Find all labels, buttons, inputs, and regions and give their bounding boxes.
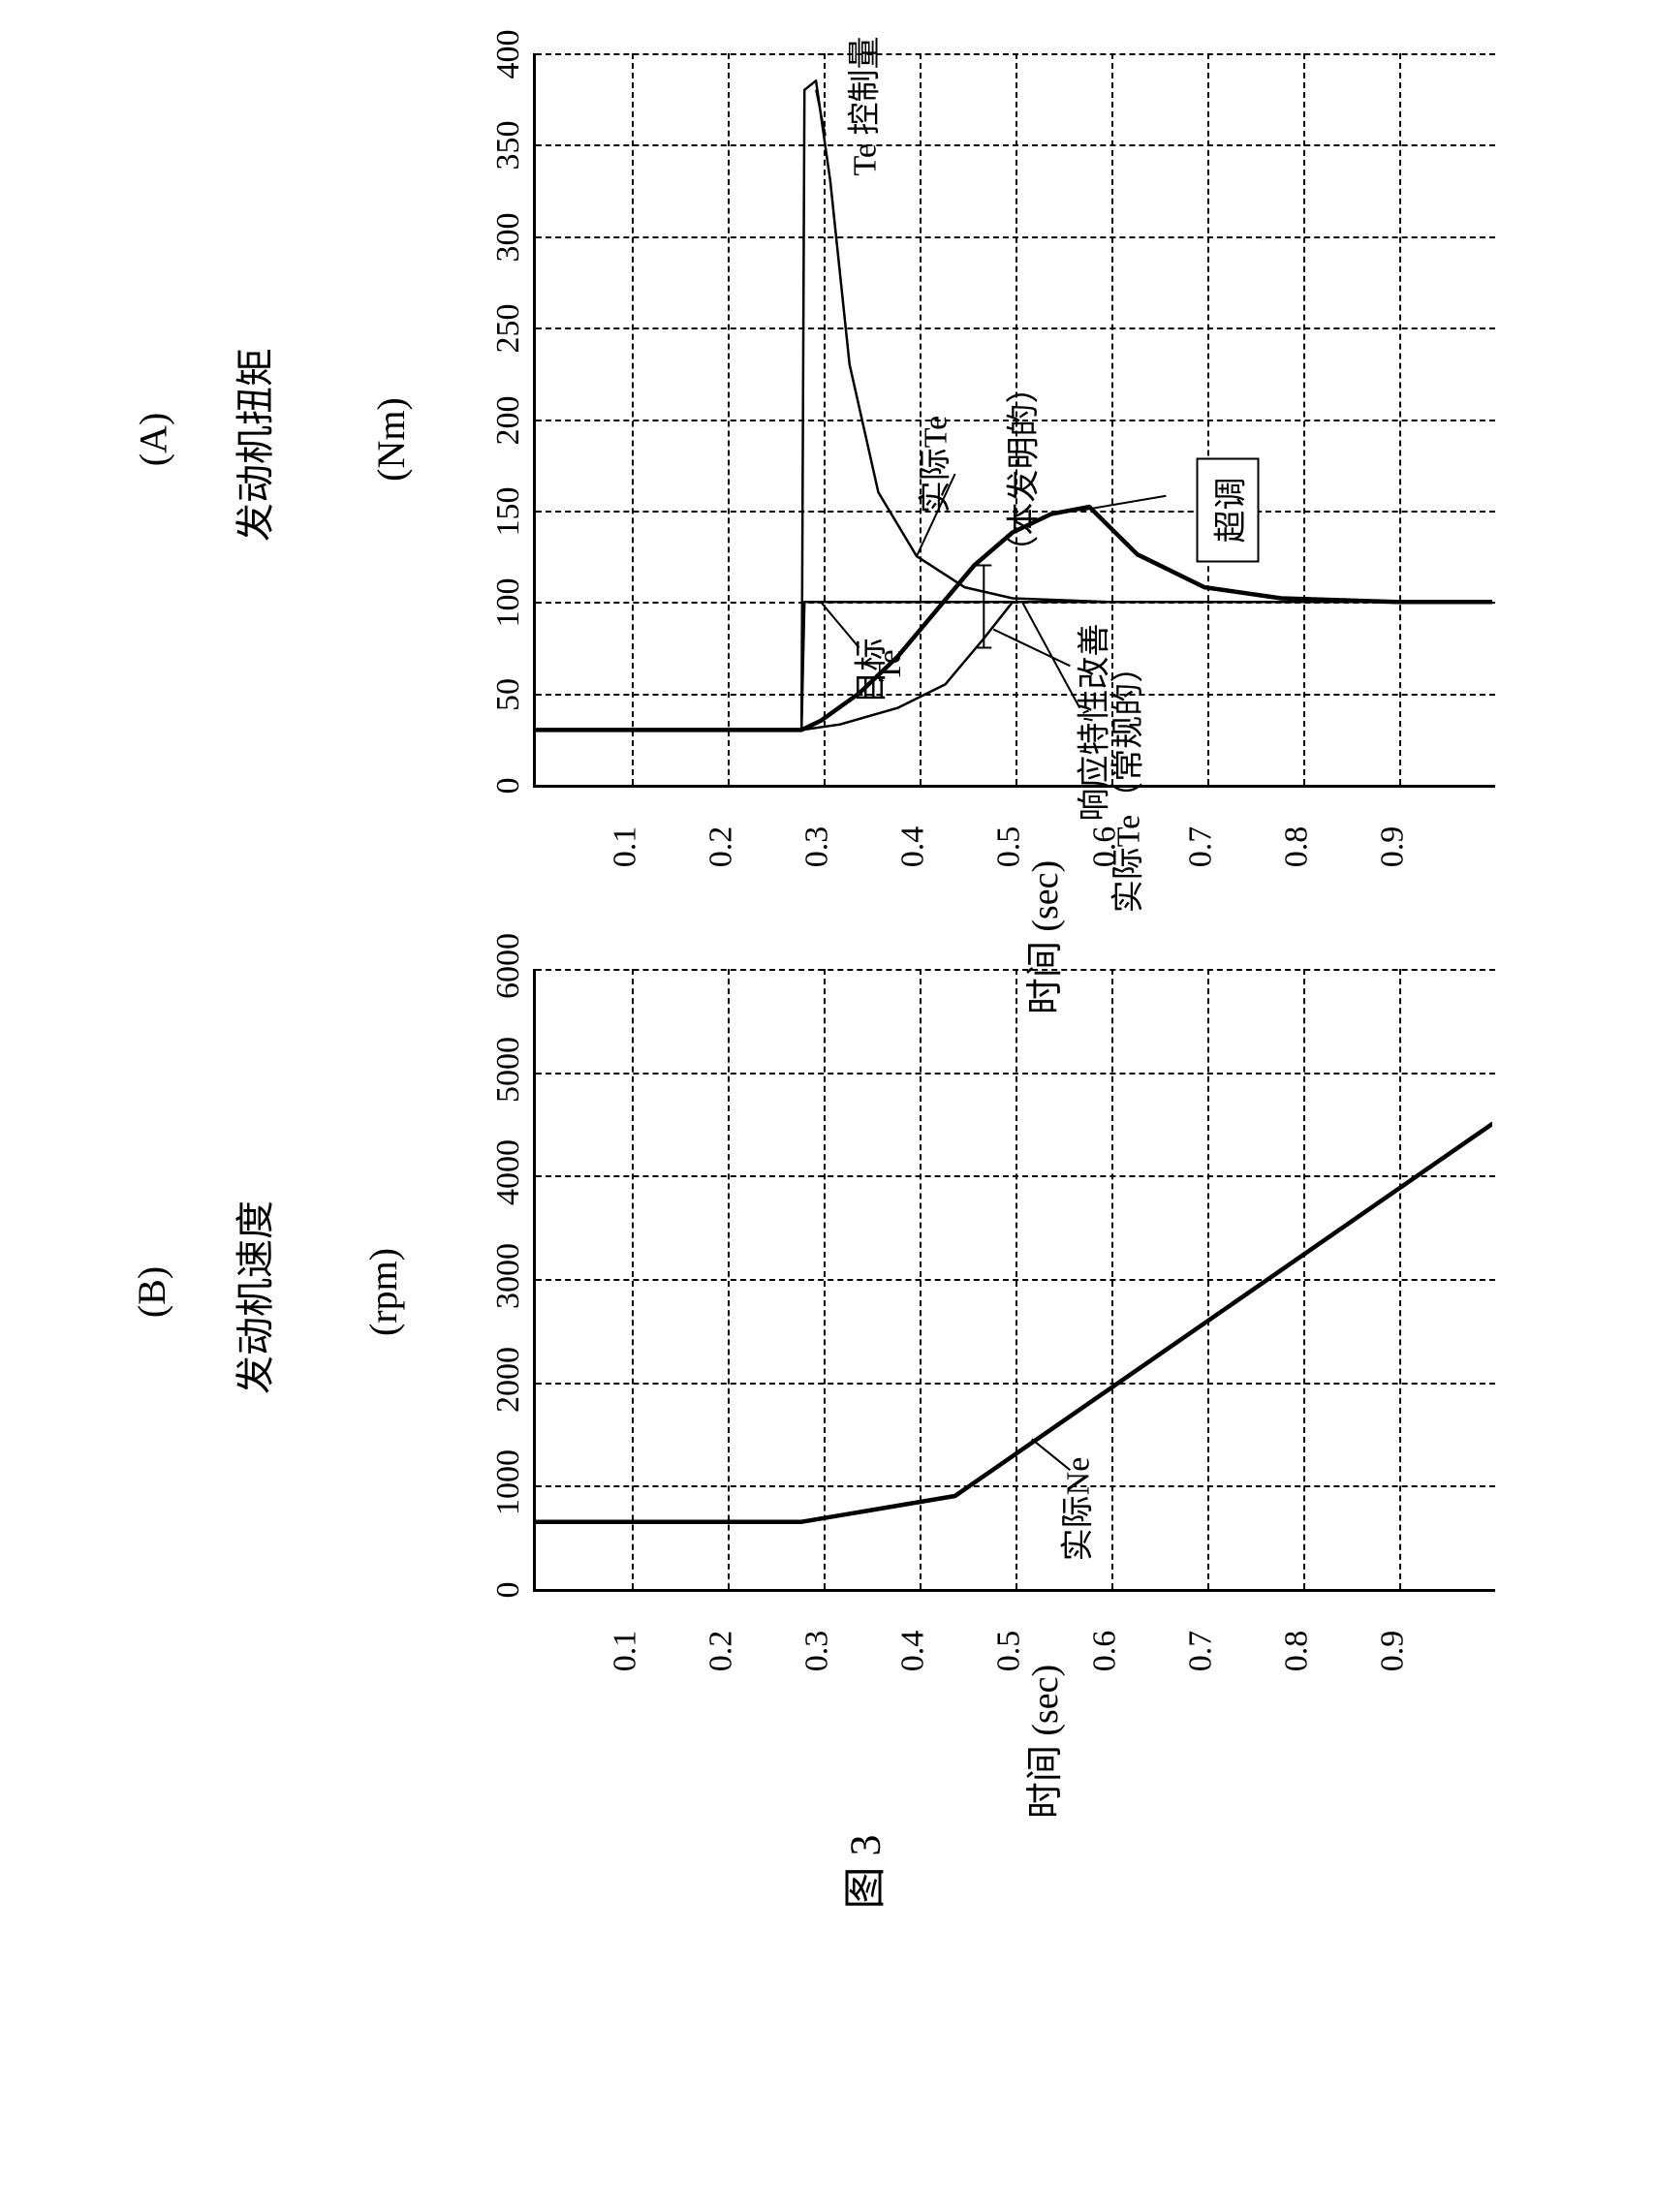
ytick-label: 6000 (490, 941, 527, 999)
panel-b-ylabel-1: 发动机速度 (224, 1200, 280, 1394)
ann-overshoot: 超调 (1197, 457, 1260, 562)
page: (A) 发动机扭矩 (Nm) 0.10.20.30.40.50.60.70.80… (0, 0, 1656, 2212)
xtick-label: 0.2 (703, 1631, 739, 1672)
xtick-label: 0.3 (798, 1631, 835, 1672)
ytick-label: 250 (490, 299, 527, 358)
annotation-lines (533, 969, 1492, 1589)
xlabel: 时间 (sec) (1015, 1665, 1068, 1819)
ann-actual-te-invention-sub: （本发明的） (997, 371, 1045, 569)
xtick-label: 0.6 (1086, 1631, 1123, 1672)
figure-label: 图 3 (830, 1835, 892, 1910)
ytick-label: 4000 (490, 1147, 527, 1205)
ytick-label: 0 (490, 1561, 527, 1619)
ytick-label: 50 (490, 666, 527, 724)
ytick-label: 300 (490, 208, 527, 266)
xtick-label: 0.7 (1182, 1631, 1219, 1672)
chart-a: 0.10.20.30.40.50.60.70.80.90501001502002… (533, 53, 1492, 785)
panel-a-letter: (A) (130, 413, 175, 467)
xtick-label: 0.1 (607, 1631, 643, 1672)
ytick-label: 5000 (490, 1044, 527, 1103)
ytick-label: 350 (490, 116, 527, 174)
xtick-label: 0.9 (1374, 1631, 1411, 1672)
ann-actual-te-invention: 实际Te (908, 416, 955, 514)
chart-b: 0.10.20.30.40.50.60.70.80.90100020003000… (533, 969, 1492, 1589)
panel-a-ylabel-2: (Nm) (368, 397, 414, 482)
ytick-label: 150 (490, 483, 527, 541)
ytick-label: 1000 (490, 1457, 527, 1515)
ann-actual-ne: 实际Ne (1050, 1457, 1098, 1562)
panel-b-ylabel-2: (rpm) (360, 1248, 406, 1336)
ann-actual-te-conventional: 实际Te（常规的） (1101, 650, 1148, 914)
annotation-lines (533, 53, 1656, 979)
panel-a-ylabel-1: 发动机扭矩 (224, 348, 280, 542)
xtick-label: 0.8 (1278, 1631, 1315, 1672)
panel-b-letter: (B) (129, 1266, 174, 1318)
xtick-label: 0.4 (894, 1631, 931, 1672)
ytick-label: 200 (490, 391, 527, 450)
ytick-label: 400 (490, 25, 527, 83)
ytick-label: 100 (490, 574, 527, 632)
ann-target-te-sub: Te (871, 649, 908, 682)
ytick-label: 2000 (490, 1355, 527, 1413)
ytick-label: 3000 (490, 1251, 527, 1309)
ann-te-control: Te 控制量 (837, 36, 885, 175)
ytick-label: 0 (490, 757, 527, 815)
